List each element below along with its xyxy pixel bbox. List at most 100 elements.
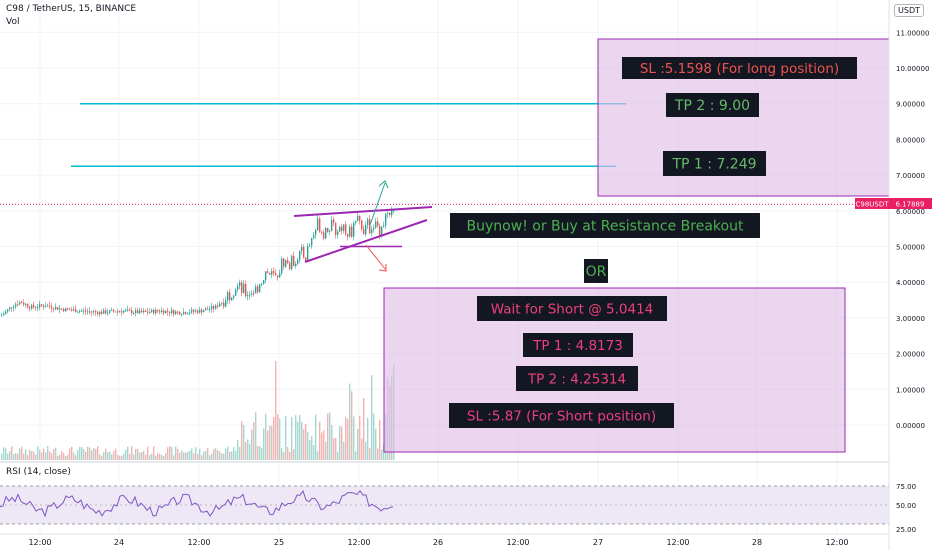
- volume-bar: [161, 455, 163, 460]
- candle-body: [57, 307, 59, 310]
- volume-bar: [127, 446, 129, 460]
- volume-bar: [207, 448, 209, 460]
- volume-bar: [77, 449, 79, 460]
- price-tag-symbol: C98USDT: [855, 201, 889, 209]
- candle-body: [9, 307, 11, 310]
- volume-bar: [73, 452, 75, 460]
- candle-body: [147, 311, 149, 313]
- candle-body: [85, 310, 87, 312]
- candle-body: [359, 215, 361, 221]
- volume-bar: [323, 430, 325, 460]
- volume-bar: [81, 447, 83, 460]
- time-axis[interactable]: 12:00 24 12:00 25 12:00 26 12:00 27 12:00 28 12:00: [28, 538, 848, 547]
- price-axis[interactable]: 11.00000 10.00000 9.00000 8.00000 7.00000 6.0…: [896, 29, 929, 430]
- candle-body: [161, 310, 163, 312]
- volume-bar: [315, 414, 317, 460]
- candle-body: [137, 310, 139, 314]
- candle-body: [283, 258, 285, 267]
- candle-body: [7, 309, 9, 312]
- volume-bar: [345, 416, 347, 460]
- y-tick-label: 0.00000: [896, 422, 925, 430]
- volume-bar: [211, 453, 213, 460]
- candle-body: [187, 313, 189, 315]
- price-candles: [1, 206, 395, 318]
- candle-body: [257, 286, 259, 292]
- or-label-text: OR: [586, 264, 607, 280]
- volume-bar: [361, 438, 363, 460]
- volume-bar: [277, 414, 279, 460]
- candle-body: [101, 311, 103, 314]
- volume-bar: [233, 447, 235, 460]
- candle-body: [157, 309, 159, 312]
- candle-body: [151, 309, 153, 312]
- candle-body: [27, 304, 29, 308]
- candle-body: [287, 260, 289, 263]
- candle-body: [239, 282, 241, 287]
- candle-body: [93, 311, 95, 313]
- or-label-bg: [584, 259, 608, 283]
- volume-bar: [279, 418, 281, 460]
- candle-body: [69, 309, 71, 311]
- candle-body: [277, 275, 279, 278]
- tp2-long-label: TP 2 : 9.00: [666, 93, 759, 117]
- volume-bar: [225, 448, 227, 460]
- candle-body: [29, 307, 31, 309]
- volume-bar: [85, 451, 87, 460]
- candle-body: [23, 303, 25, 305]
- candle-body: [375, 221, 377, 228]
- volume-bar: [31, 451, 33, 460]
- candle-body: [13, 306, 15, 308]
- y-tick-label: 2.00000: [896, 351, 925, 359]
- candle-body: [337, 231, 339, 235]
- volume-bar: [257, 446, 259, 460]
- candle-body: [303, 246, 305, 258]
- volume-bar: [41, 452, 43, 460]
- candle-body: [19, 302, 21, 305]
- candle-body: [315, 230, 317, 235]
- candle-body: [221, 302, 223, 304]
- volume-bar: [11, 446, 13, 460]
- volume-bar: [17, 453, 19, 460]
- candle-body: [211, 306, 213, 309]
- candle-body: [25, 304, 27, 306]
- candle-body: [331, 219, 333, 232]
- candle-body: [369, 219, 371, 234]
- candle-body: [83, 310, 85, 312]
- volume-bar: [251, 429, 253, 460]
- volume-bar: [37, 446, 39, 460]
- volume-bar: [373, 413, 375, 460]
- volume-bar: [195, 447, 197, 460]
- volume-bar: [109, 451, 111, 460]
- candle-body: [235, 289, 237, 296]
- currency-button[interactable]: USDT: [894, 4, 924, 17]
- volume-bar: [101, 455, 103, 460]
- volume-bar: [255, 412, 257, 460]
- candle-body: [63, 309, 65, 312]
- volume-bar: [139, 452, 141, 460]
- x-tick-label: 26: [433, 538, 443, 547]
- candle-body: [269, 272, 271, 275]
- x-tick-label: 12:00: [28, 538, 51, 547]
- candle-body: [291, 255, 293, 270]
- candle-body: [363, 229, 365, 235]
- y-tick-label: 6.00000: [896, 208, 925, 216]
- volume-bar: [111, 454, 113, 460]
- volume-bar: [273, 417, 275, 460]
- candle-body: [265, 271, 267, 281]
- candle-body: [317, 218, 319, 231]
- volume-bar: [213, 449, 215, 460]
- candle-body: [247, 295, 249, 297]
- candle-body: [251, 293, 253, 295]
- symbol-title: C98 / TetherUS, 15, BINANCE: [6, 4, 137, 14]
- volume-bar: [165, 452, 167, 460]
- candle-body: [175, 311, 177, 314]
- candle-body: [345, 224, 347, 234]
- volume-bar: [335, 437, 337, 460]
- candle-body: [245, 283, 247, 297]
- candle-body: [349, 226, 351, 237]
- candle-body: [75, 309, 77, 313]
- candle-body: [263, 280, 265, 284]
- volume-bar: [107, 452, 109, 460]
- candle-body: [241, 282, 243, 293]
